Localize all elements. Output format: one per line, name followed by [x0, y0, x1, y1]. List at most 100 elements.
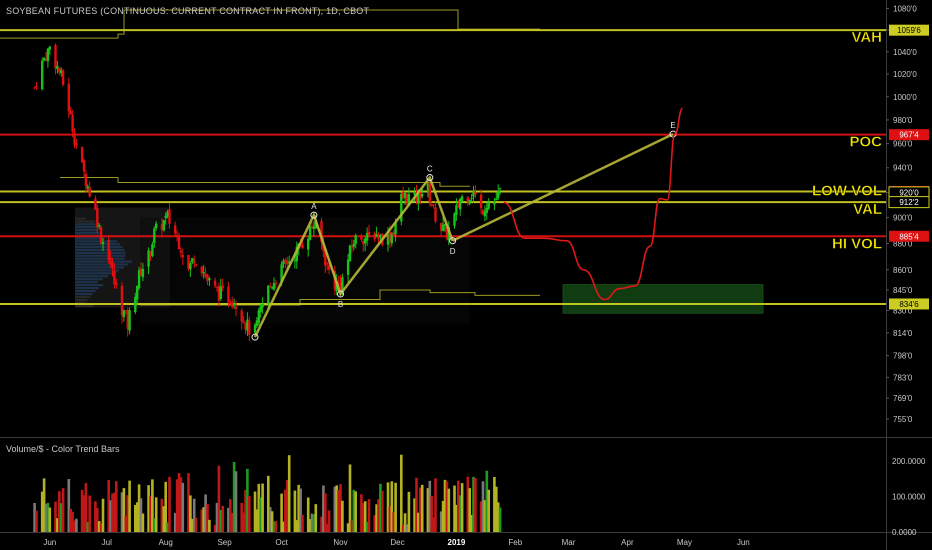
volume-bar: [141, 513, 145, 532]
candle-body: [162, 220, 165, 231]
level-label: POC: [849, 134, 882, 151]
price-label-box: [889, 24, 929, 36]
harmonic-pattern: A B C D E: [251, 121, 677, 341]
volume-bar: [192, 498, 196, 532]
candle-body: [430, 204, 433, 207]
volume-bar: [56, 518, 59, 532]
profile-bar: [75, 240, 118, 243]
volume-pane: 200.0000 100.0000 0.0000: [33, 454, 926, 537]
volume-bar: [134, 505, 137, 532]
target-zone-rect: [562, 284, 764, 314]
candle-body: [445, 225, 449, 239]
volume-bar: [308, 519, 312, 532]
volume-bar: [59, 503, 63, 532]
profile-bar: [75, 266, 125, 269]
volume-bar: [460, 483, 464, 532]
candle-body: [457, 203, 460, 207]
volume-bar: [115, 481, 118, 532]
volume-bar: [286, 480, 289, 532]
volume-bar: [325, 523, 329, 532]
volume-bar: [206, 504, 209, 532]
volume-bar: [386, 482, 390, 532]
volume-bar: [350, 520, 354, 532]
volume-bar: [400, 454, 403, 532]
candle-body: [120, 285, 124, 316]
volume-bar: [162, 506, 166, 532]
candle-body: [312, 226, 316, 230]
candle-body: [96, 208, 99, 228]
candle-body: [231, 301, 234, 307]
candle-body: [80, 146, 84, 162]
candle-body: [443, 223, 447, 226]
volume-bar: [443, 479, 447, 532]
volume-bar: [191, 518, 194, 532]
price-tick-label: 1000'0: [893, 93, 917, 102]
profile-bar: [75, 226, 97, 229]
volume-bar: [295, 520, 299, 532]
chart-title: SOYBEAN FUTURES (CONTINUOUS: CURRENT CON…: [6, 6, 370, 16]
candle-body: [375, 234, 378, 238]
volume-bar: [227, 507, 230, 532]
candle-body: [259, 306, 262, 313]
profile-bar: [75, 275, 109, 278]
volume-bar: [177, 472, 181, 532]
candle-body: [428, 183, 431, 203]
volume-bar: [135, 502, 139, 532]
price-axis[interactable]: 1080'01060'01040'01020'01000'0980'0960'0…: [886, 4, 930, 424]
candle-body: [141, 268, 145, 278]
volume-bar: [120, 492, 124, 532]
volume-bar: [257, 483, 261, 532]
candle-body: [248, 320, 251, 335]
volume-bar: [200, 509, 204, 532]
candle-body: [364, 238, 367, 244]
volume-bar: [61, 488, 65, 532]
volume-bar: [417, 512, 420, 532]
candle-body: [460, 196, 464, 202]
time-tick-label: Oct: [275, 538, 288, 547]
volume-bar: [259, 497, 262, 532]
candle-body: [54, 44, 57, 69]
pattern-point: [251, 333, 259, 341]
candle-body: [267, 285, 270, 304]
candle-body: [257, 310, 260, 324]
volume-bar: [137, 484, 141, 532]
candle-body: [282, 260, 285, 265]
profile-bar: [75, 231, 100, 234]
volume-bar: [48, 507, 52, 532]
pattern-leg-ab: [313, 214, 341, 295]
candle-body: [367, 231, 371, 236]
candle-body: [124, 310, 127, 312]
candle-body: [33, 87, 36, 89]
volume-bar: [175, 479, 179, 532]
candle-body: [204, 273, 207, 277]
candle-body: [189, 263, 192, 270]
volume-bar: [147, 485, 150, 532]
candle-body: [455, 205, 458, 215]
volume-bar: [113, 492, 116, 532]
candle-body: [115, 282, 118, 286]
candle-body: [107, 239, 110, 260]
candle-body: [441, 224, 445, 231]
candle-body: [320, 220, 323, 243]
volume-bar: [314, 504, 318, 532]
candle-body: [255, 320, 259, 326]
candle-body: [109, 257, 112, 265]
price-tick-label: 1020'0: [893, 70, 917, 79]
candle-body: [466, 197, 469, 203]
candle-body: [219, 286, 222, 299]
volume-bar: [495, 486, 498, 532]
volume-pane-title: Volume/$ - Color Trend Bars: [6, 444, 120, 454]
projection-curve: [503, 107, 684, 301]
time-axis[interactable]: Jun Jul Aug Sep Oct Nov Dec 2019 Feb Mar Apr May Jun: [43, 538, 749, 547]
volume-bar: [333, 486, 337, 532]
time-tick-label: May: [677, 538, 692, 547]
volume-bar: [324, 493, 327, 532]
candle-body: [337, 282, 340, 284]
profile-bar: [75, 263, 129, 266]
candle-body: [434, 207, 437, 222]
candle-body: [113, 271, 116, 285]
volume-bar: [99, 523, 103, 532]
profile-bar: [75, 228, 98, 232]
